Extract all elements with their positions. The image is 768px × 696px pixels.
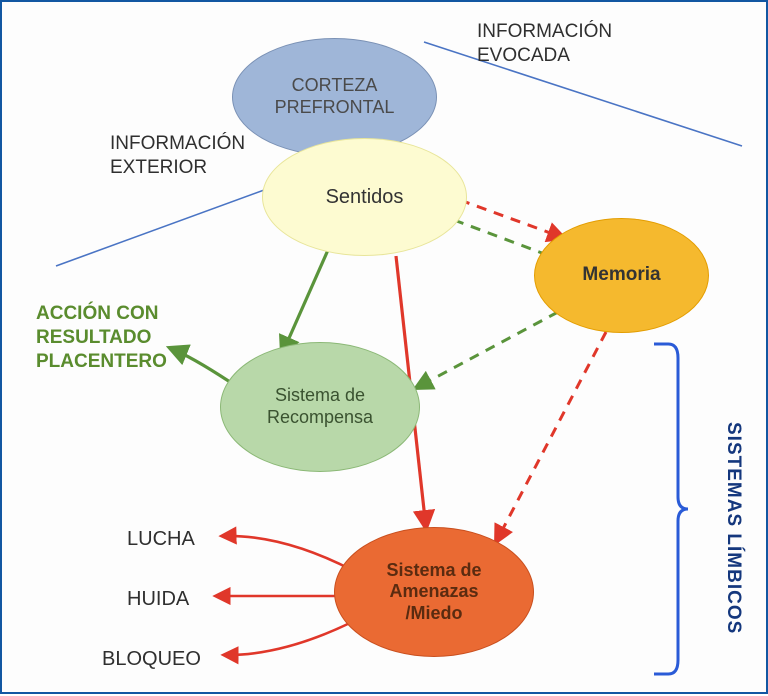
- edge-senses-reward-solid: [282, 250, 328, 354]
- edge-reward-accion-curve: [170, 348, 230, 382]
- label-sistemas-limbicos: SISTEMAS LÍMBICOS: [722, 422, 744, 634]
- edge-memory-reward-dashed: [416, 312, 558, 388]
- label-text: INFORMACIÓN EXTERIOR: [110, 133, 245, 178]
- label-lucha: LUCHA: [127, 527, 195, 552]
- label-accion-placentero: ACCIÓN CON RESULTADO PLACENTERO: [36, 302, 167, 373]
- node-label: Sentidos: [326, 185, 404, 209]
- label-huida: HUIDA: [127, 587, 189, 612]
- edge-senses-memory-red: [460, 200, 564, 238]
- node-label: Sistema de Amenazas /Miedo: [386, 560, 481, 625]
- node-sistema-recompensa: Sistema de Recompensa: [220, 342, 420, 472]
- node-sentidos: Sentidos: [262, 138, 467, 256]
- label-informacion-exterior: INFORMACIÓN EXTERIOR: [110, 132, 245, 180]
- edge-memory-threat-dashed: [496, 332, 606, 542]
- node-label: Memoria: [582, 264, 660, 287]
- edge-threat-lucha: [222, 536, 352, 570]
- node-memoria: Memoria: [534, 218, 709, 333]
- label-bloqueo: BLOQUEO: [102, 647, 201, 672]
- diagram-frame: { "canvas": { "width": 768, "height": 69…: [0, 0, 768, 694]
- label-text: LUCHA: [127, 528, 195, 550]
- label-text: INFORMACIÓN EVOCADA: [477, 21, 612, 66]
- label-text: ACCIÓN CON RESULTADO PLACENTERO: [36, 303, 167, 372]
- bracket-sistemas-limbicos: [654, 344, 688, 674]
- node-sistema-amenazas: Sistema de Amenazas /Miedo: [334, 527, 534, 657]
- label-text: BLOQUEO: [102, 648, 201, 670]
- edge-bg-line-left: [56, 182, 286, 266]
- node-label: Sistema de Recompensa: [267, 385, 373, 428]
- edge-threat-bloqueo: [224, 622, 352, 655]
- label-text: HUIDA: [127, 588, 189, 610]
- node-corteza-prefrontal: CORTEZA PREFRONTAL: [232, 38, 437, 156]
- node-label: CORTEZA PREFRONTAL: [275, 75, 395, 118]
- label-informacion-evocada: INFORMACIÓN EVOCADA: [477, 20, 612, 68]
- label-text: SISTEMAS LÍMBICOS: [723, 422, 744, 634]
